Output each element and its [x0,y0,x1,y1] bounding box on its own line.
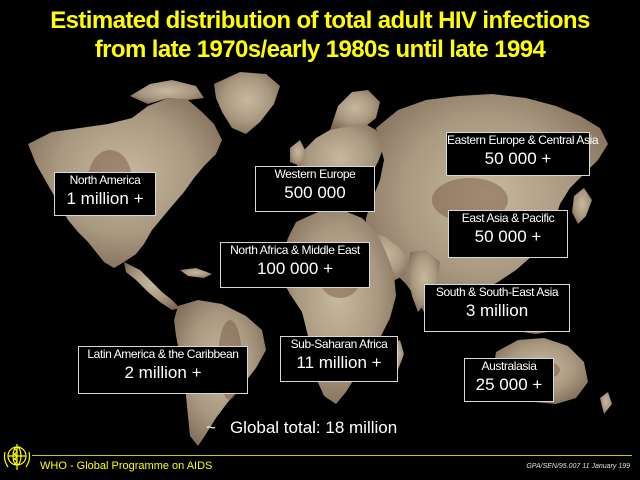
region-name: South & South-East Asia [435,285,559,299]
region-name: Eastern Europe & Central Asia [447,133,599,147]
region-name: Sub-Saharan Africa [290,337,388,351]
arctic-islands-landmass [130,80,204,104]
region-north-america: North America 1 million + [54,172,156,216]
region-value: 1 million + [66,189,144,208]
region-western-europe: Western Europe 500 000 [255,166,375,212]
footer-reference: GPA/SEN/95.007 11 January 199 [526,463,630,470]
approx-symbol: ~ [206,418,216,437]
uk-landmass [290,140,306,166]
region-name: Western Europe [274,167,356,181]
japan-landmass [572,188,592,224]
region-value: 2 million + [124,363,202,382]
scandinavia-landmass [330,90,380,130]
title-line-1: Estimated distribution of total adult HI… [50,7,590,34]
region-name: North America [69,173,141,187]
region-value: 11 million + [296,353,382,372]
footer-divider [32,455,632,456]
region-sub-saharan-africa: Sub-Saharan Africa 11 million + [280,336,398,382]
region-name: Latin America & the Caribbean [87,347,239,361]
caribbean-landmass [180,268,212,278]
new-zealand-landmass [600,392,612,414]
region-name: East Asia & Pacific [461,211,555,225]
region-north-africa-middle-east: North Africa & Middle East 100 000 + [220,242,370,288]
india-landmass [408,250,440,312]
region-eastern-europe-central-asia: Eastern Europe & Central Asia 50 000 + [446,132,599,176]
footer-organization: WHO - Global Programme on AIDS [40,460,213,472]
global-total: ~ Global total: 18 million [206,418,397,438]
central-america-landmass [124,262,180,310]
page-title: Estimated distribution of total adult HI… [0,6,640,64]
title-line-2: from late 1970s/early 1980s until late 1… [94,36,546,63]
greenland-landmass [214,72,280,134]
region-value: 3 million [465,301,529,320]
region-australasia: Australasia 25 000 + [464,358,554,402]
region-value: 50 000 + [484,149,552,168]
global-total-text: Global total: 18 million [229,418,398,437]
region-name: North Africa & Middle East [230,243,360,257]
region-value: 500 000 [284,183,346,202]
region-south-southeast-asia: South & South-East Asia 3 million [424,284,570,332]
region-value: 50 000 + [474,227,542,246]
who-emblem-icon [3,444,31,470]
region-latin-america-caribbean: Latin America & the Caribbean 2 million … [78,346,248,394]
region-value: 100 000 + [256,259,334,278]
region-east-asia-pacific: East Asia & Pacific 50 000 + [448,210,568,258]
region-name: Australasia [481,359,537,373]
region-value: 25 000 + [475,375,543,394]
